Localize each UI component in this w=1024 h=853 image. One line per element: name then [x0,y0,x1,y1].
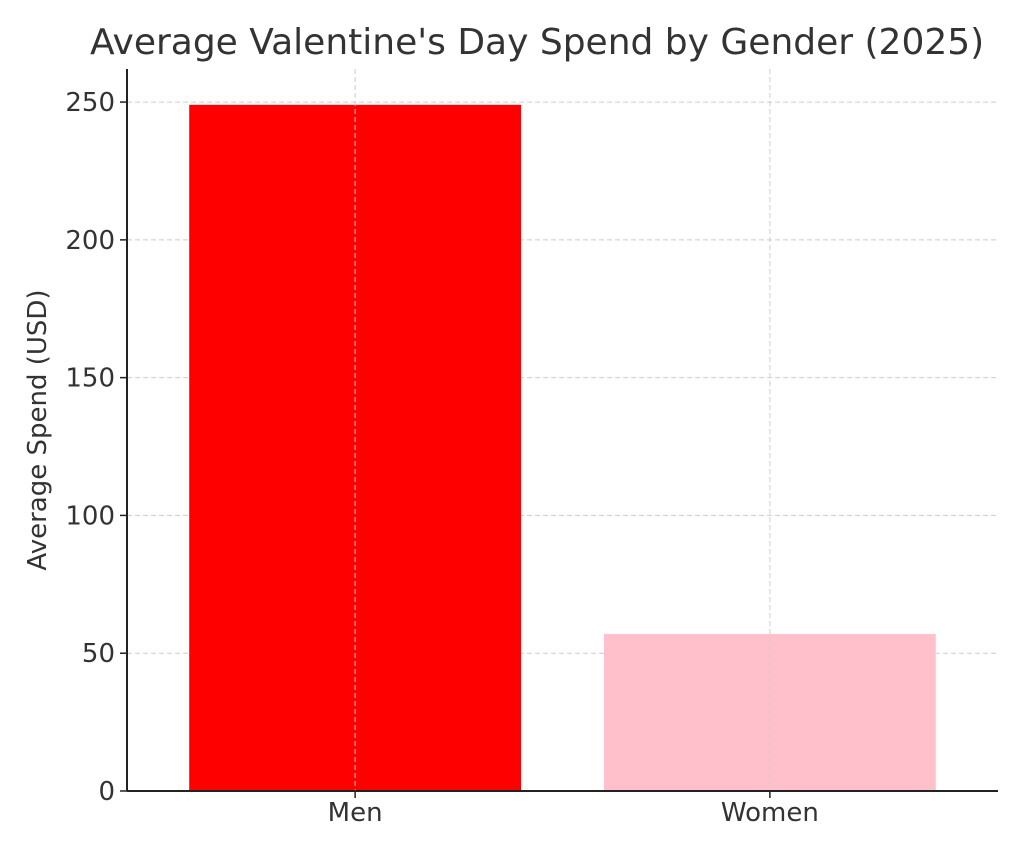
y-tick-label: 150 [65,364,115,394]
vertical-grid [354,69,771,791]
y-tick-label: 200 [65,226,115,256]
x-tick-label: Men [328,798,383,828]
x-tick-label: Women [721,798,819,828]
y-tick-label: 0 [98,777,115,807]
y-ticks: 0 50 100 150 200 250 [65,88,127,807]
bars [189,104,936,792]
y-tick-label: 100 [65,501,115,531]
y-tick-label: 50 [82,639,115,669]
x-ticks: Men Women [328,791,819,828]
chart-title: Average Valentine's Day Spend by Gender … [90,22,984,63]
y-axis-label: Average Spend (USD) [23,289,53,570]
axes [126,69,998,792]
y-tick-label: 250 [65,88,115,118]
